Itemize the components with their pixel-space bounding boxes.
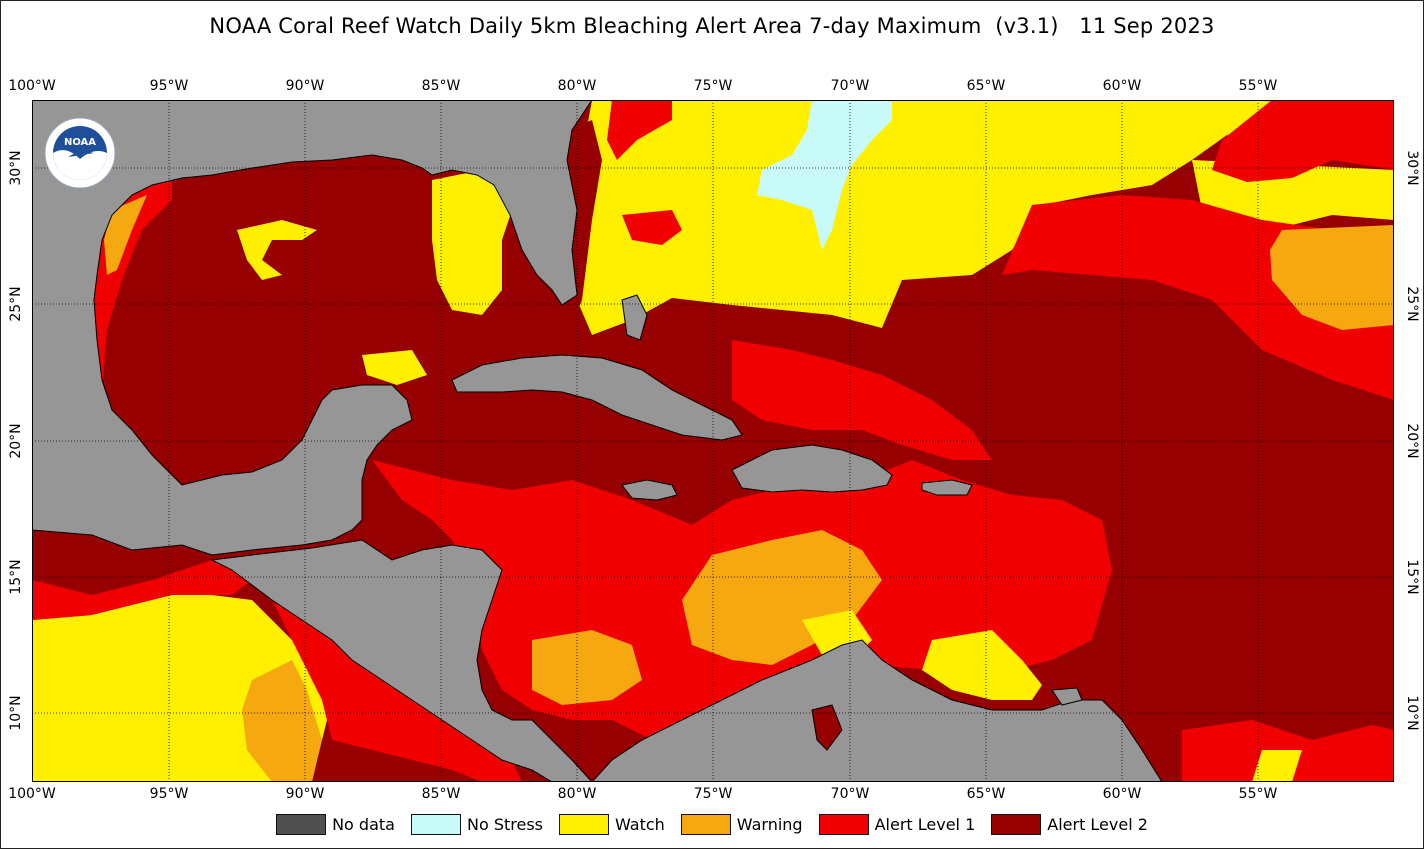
warning-region-panama	[532, 630, 642, 705]
legend-swatch	[991, 814, 1042, 835]
land-jamaica	[621, 479, 678, 501]
lon-label-top: 90°W	[285, 78, 325, 94]
lon-label-bottom: 60°W	[1102, 786, 1142, 802]
map-title: NOAA Coral Reef Watch Daily 5km Bleachin…	[209, 14, 1215, 38]
lat-label-left: 20°N	[8, 423, 24, 459]
legend-label: Warning	[736, 815, 803, 834]
lat-label-left: 30°N	[8, 150, 24, 186]
legend-label: Watch	[614, 815, 665, 834]
lat-label-right: 30°N	[1404, 150, 1420, 186]
lat-label-right: 10°N	[1404, 695, 1420, 731]
lat-label-right: 25°N	[1404, 286, 1420, 322]
lon-label-bottom: 85°W	[421, 786, 461, 802]
lat-label-left: 10°N	[8, 695, 24, 731]
legend-swatch	[410, 814, 461, 835]
lat-label-left: 25°N	[8, 286, 24, 322]
alert1-patch-north	[607, 100, 672, 160]
legend-item-warning: Warning	[680, 814, 803, 835]
legend-swatch	[276, 814, 327, 835]
watch-region-atlantic-north	[572, 100, 1282, 335]
legend-item-no-stress: No Stress	[410, 814, 543, 835]
lon-label-bottom: 100°W	[8, 786, 56, 802]
lon-label-bottom: 95°W	[149, 786, 189, 802]
lon-label-top: 65°W	[966, 78, 1006, 94]
legend-item-alert-level-2: Alert Level 2	[991, 814, 1148, 835]
alert1-region-atlantic-east	[1212, 100, 1394, 182]
noaa-logo: NOAA	[44, 117, 116, 189]
legend-item-watch: Watch	[558, 814, 665, 835]
land-puerto-rico	[921, 479, 973, 496]
legend-label: No data	[332, 815, 395, 834]
warning-region-pacific	[242, 660, 322, 782]
alert1-patch-bahamas	[622, 210, 682, 245]
lon-label-bottom: 80°W	[557, 786, 597, 802]
land-cuba	[451, 354, 743, 441]
legend-item-no-data: No data	[276, 814, 395, 835]
warning-region-texas-coast	[104, 195, 147, 275]
land-south-america	[591, 639, 1163, 782]
lon-label-bottom: 75°W	[693, 786, 733, 802]
land-central-america	[210, 539, 593, 782]
map-gridlines	[32, 100, 1394, 782]
watch-patch-yucatan	[362, 350, 427, 385]
lon-label-top: 75°W	[693, 78, 733, 94]
watch-region-florida-west	[432, 170, 512, 315]
lon-label-top: 80°W	[557, 78, 597, 94]
lon-label-top: 85°W	[421, 78, 461, 94]
lon-label-bottom: 55°W	[1238, 786, 1278, 802]
legend-swatch	[558, 814, 609, 835]
lon-label-bottom: 70°W	[830, 786, 870, 802]
alert1-region-pacific-north	[32, 560, 252, 620]
land-andros	[621, 294, 648, 341]
lon-label-top: 70°W	[830, 78, 870, 94]
legend-label: No Stress	[466, 815, 543, 834]
legend-label: Alert Level 2	[1047, 815, 1148, 834]
legend: No data No Stress Watch Warning Alert Le…	[0, 814, 1424, 835]
noaa-logo-text: NOAA	[64, 137, 96, 148]
lat-label-left: 15°N	[8, 559, 24, 595]
watch-patch-south	[1252, 750, 1302, 782]
lon-label-top: 95°W	[149, 78, 189, 94]
alert1-region-pacific-coast	[272, 600, 522, 782]
lat-label-right: 20°N	[1404, 423, 1420, 459]
legend-label: Alert Level 1	[874, 815, 976, 834]
lon-label-top: 55°W	[1238, 78, 1278, 94]
land-trinidad	[1051, 687, 1083, 706]
lon-label-top: 60°W	[1102, 78, 1142, 94]
lat-label-right: 15°N	[1404, 559, 1420, 595]
legend-swatch	[680, 814, 731, 835]
watch-patch-gulf	[237, 220, 317, 280]
map-border	[32, 100, 1394, 782]
legend-item-alert-level-1: Alert Level 1	[818, 814, 976, 835]
land-hispaniola	[731, 444, 893, 493]
bleaching-alert-map: NOAA	[32, 100, 1394, 782]
nostress-region	[757, 100, 892, 250]
lon-label-bottom: 65°W	[966, 786, 1006, 802]
lon-label-bottom: 90°W	[285, 786, 325, 802]
watch-region-venezuela-coast	[922, 630, 1042, 700]
alert1-region-antilles	[732, 340, 992, 460]
lon-label-top: 100°W	[8, 78, 56, 94]
land-yucatan-tip	[811, 704, 843, 751]
legend-swatch	[818, 814, 869, 835]
